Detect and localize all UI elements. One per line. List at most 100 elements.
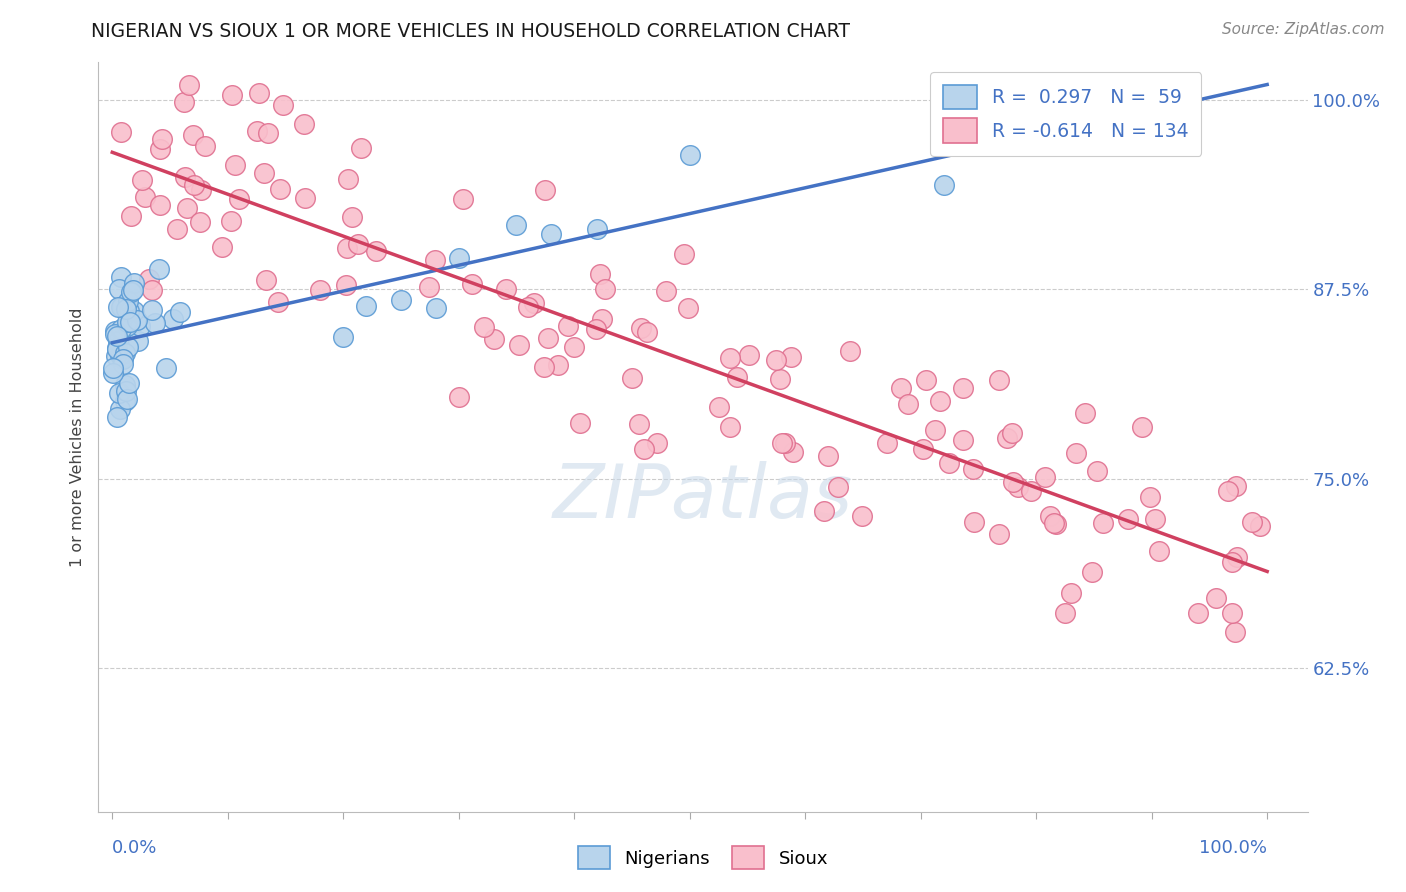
Legend: Nigerians, Sioux: Nigerians, Sioux bbox=[568, 838, 838, 879]
Point bbox=[122, 276, 145, 290]
Point bbox=[118, 315, 141, 329]
Point bbox=[269, 181, 291, 195]
Point bbox=[108, 402, 131, 417]
Point bbox=[105, 328, 128, 343]
Point bbox=[108, 347, 131, 361]
Point bbox=[1130, 420, 1153, 434]
Point bbox=[620, 371, 643, 385]
Point bbox=[1187, 606, 1209, 620]
Point bbox=[1025, 133, 1047, 147]
Point bbox=[1223, 624, 1246, 639]
Point bbox=[636, 325, 658, 339]
Point bbox=[562, 340, 585, 354]
Point bbox=[952, 381, 974, 395]
Point bbox=[141, 283, 163, 297]
Point bbox=[929, 394, 952, 409]
Point bbox=[117, 340, 139, 354]
Point bbox=[117, 392, 139, 406]
Point bbox=[108, 282, 131, 296]
Point bbox=[988, 527, 1011, 541]
Point bbox=[952, 434, 974, 448]
Point bbox=[254, 273, 277, 287]
Point bbox=[131, 173, 153, 187]
Point bbox=[107, 300, 129, 314]
Point bbox=[1249, 518, 1271, 533]
Point bbox=[309, 283, 332, 297]
Point bbox=[987, 373, 1010, 387]
Point bbox=[1226, 549, 1249, 564]
Point bbox=[595, 282, 617, 296]
Point bbox=[839, 343, 862, 358]
Point bbox=[340, 210, 363, 224]
Point bbox=[332, 330, 354, 344]
Point bbox=[219, 214, 242, 228]
Point bbox=[1007, 480, 1029, 494]
Point bbox=[1019, 483, 1042, 498]
Point bbox=[190, 183, 212, 197]
Text: Source: ZipAtlas.com: Source: ZipAtlas.com bbox=[1222, 22, 1385, 37]
Point bbox=[718, 419, 741, 434]
Point bbox=[266, 294, 288, 309]
Point bbox=[110, 125, 132, 139]
Point bbox=[585, 321, 607, 335]
Point bbox=[117, 319, 139, 334]
Point bbox=[418, 280, 440, 294]
Point bbox=[1064, 446, 1087, 460]
Point bbox=[911, 442, 934, 456]
Point bbox=[655, 284, 678, 298]
Point bbox=[221, 87, 243, 102]
Point bbox=[628, 417, 651, 432]
Point bbox=[1045, 516, 1067, 531]
Point bbox=[517, 300, 540, 314]
Point bbox=[707, 400, 730, 414]
Point bbox=[141, 302, 163, 317]
Point bbox=[725, 370, 748, 384]
Point bbox=[630, 321, 652, 335]
Point bbox=[447, 390, 470, 404]
Point bbox=[1081, 565, 1104, 579]
Point bbox=[228, 192, 250, 206]
Point bbox=[148, 262, 170, 277]
Point bbox=[1139, 490, 1161, 504]
Point bbox=[176, 201, 198, 215]
Point bbox=[118, 376, 141, 390]
Point bbox=[482, 332, 505, 346]
Point bbox=[337, 171, 360, 186]
Point bbox=[194, 139, 217, 153]
Point bbox=[127, 312, 149, 326]
Point bbox=[148, 198, 170, 212]
Point bbox=[679, 148, 702, 162]
Point bbox=[765, 353, 787, 368]
Point bbox=[114, 346, 136, 360]
Point bbox=[508, 338, 530, 352]
Point bbox=[162, 312, 184, 326]
Point bbox=[890, 381, 912, 395]
Point bbox=[813, 504, 835, 518]
Point bbox=[105, 410, 128, 425]
Point bbox=[105, 349, 128, 363]
Text: NIGERIAN VS SIOUX 1 OR MORE VEHICLES IN HOUSEHOLD CORRELATION CHART: NIGERIAN VS SIOUX 1 OR MORE VEHICLES IN … bbox=[91, 22, 851, 41]
Point bbox=[177, 78, 200, 92]
Point bbox=[271, 98, 294, 112]
Point bbox=[678, 301, 700, 315]
Point bbox=[155, 361, 177, 376]
Point bbox=[932, 178, 955, 192]
Point bbox=[962, 462, 984, 476]
Point bbox=[143, 316, 166, 330]
Point bbox=[1001, 426, 1024, 441]
Text: 0.0%: 0.0% bbox=[112, 839, 157, 857]
Point bbox=[1074, 406, 1097, 420]
Point bbox=[672, 247, 695, 261]
Point bbox=[876, 435, 898, 450]
Point bbox=[782, 445, 804, 459]
Point bbox=[963, 515, 986, 529]
Point bbox=[114, 394, 136, 409]
Point bbox=[121, 283, 143, 297]
Point bbox=[150, 132, 173, 146]
Point bbox=[1116, 512, 1139, 526]
Point bbox=[335, 277, 357, 292]
Point bbox=[536, 331, 558, 345]
Point bbox=[924, 423, 946, 437]
Point bbox=[105, 341, 128, 355]
Point bbox=[1054, 606, 1077, 620]
